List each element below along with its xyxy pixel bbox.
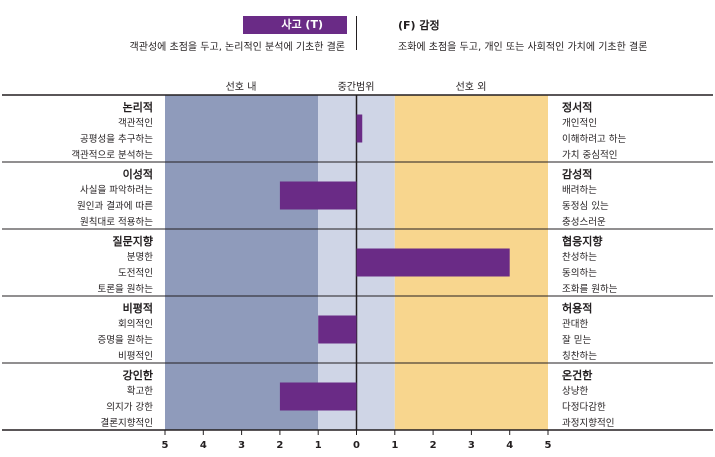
tick-label: 4 bbox=[506, 440, 513, 451]
left-trait-item: 확고한 bbox=[126, 386, 153, 397]
left-trait-item: 원인과 결과에 따른 bbox=[77, 201, 153, 212]
right-trait-title: 협응지향 bbox=[562, 235, 603, 248]
tick-label: 0 bbox=[353, 440, 360, 451]
band-label-out: 선호 외 bbox=[455, 82, 487, 93]
right-trait-item: 배려하는 bbox=[562, 185, 597, 196]
bar-3 bbox=[356, 248, 510, 277]
right-trait-item: 찬성하는 bbox=[562, 252, 597, 263]
left-trait-item: 원칙대로 적용하는 bbox=[80, 217, 153, 228]
tick-label: 5 bbox=[545, 440, 552, 451]
right-trait-item: 과정지향적인 bbox=[562, 418, 615, 429]
right-trait-item: 조화를 원하는 bbox=[562, 284, 618, 295]
tick-label: 5 bbox=[162, 440, 169, 451]
right-trait-item: 관대한 bbox=[562, 319, 589, 330]
right-trait-item: 상냥한 bbox=[562, 386, 589, 397]
left-trait-title: 이성적 bbox=[122, 168, 153, 181]
left-trait-item: 토론을 원하는 bbox=[97, 284, 153, 295]
right-trait-item: 동의하는 bbox=[562, 268, 597, 279]
band-label-in: 선호 내 bbox=[225, 82, 257, 93]
left-trait-item: 비평적인 bbox=[118, 351, 153, 362]
right-trait-item: 칭찬하는 bbox=[562, 351, 597, 362]
left-trait-title: 비평적 bbox=[122, 302, 153, 315]
right-trait-item: 잘 믿는 bbox=[562, 335, 592, 346]
right-trait-item: 가치 중심적인 bbox=[562, 150, 618, 161]
left-trait-item: 공평성을 추구하는 bbox=[80, 134, 153, 145]
feeling-description: 조화에 초점을 두고, 개인 또는 사회적인 가치에 기초한 결론 bbox=[398, 42, 648, 53]
bar-2 bbox=[279, 181, 357, 210]
left-trait-item: 객관적인 bbox=[118, 118, 153, 129]
left-trait-title: 논리적 bbox=[122, 101, 153, 114]
left-trait-item: 결론지향적인 bbox=[100, 418, 153, 429]
header-divider bbox=[356, 16, 357, 50]
tick-label: 2 bbox=[430, 440, 437, 451]
right-trait-item: 다정다감한 bbox=[562, 402, 606, 413]
right-trait-title: 허용적 bbox=[562, 302, 593, 315]
left-trait-item: 증명을 원하는 bbox=[97, 335, 153, 346]
bar-5 bbox=[279, 382, 357, 411]
left-trait-item: 객관적으로 분석하는 bbox=[71, 150, 153, 161]
tick-label: 1 bbox=[391, 440, 398, 451]
left-trait-item: 회의적인 bbox=[118, 319, 153, 330]
tick-label: 3 bbox=[468, 440, 475, 451]
tick-label: 2 bbox=[276, 440, 283, 451]
thinking-badge: 사고 (T) bbox=[243, 16, 347, 34]
band-label-mid: 중간범위 bbox=[337, 82, 375, 93]
tick-label: 1 bbox=[315, 440, 322, 451]
left-trait-item: 사실을 파악하려는 bbox=[80, 185, 153, 196]
thinking-description: 객관성에 초점을 두고, 논리적인 분석에 기초한 결론 bbox=[129, 42, 345, 53]
left-trait-item: 의지가 강한 bbox=[106, 402, 153, 413]
left-trait-item: 분명한 bbox=[126, 252, 153, 263]
right-trait-title: 온건한 bbox=[562, 369, 593, 382]
right-trait-item: 이해하려고 하는 bbox=[562, 134, 627, 145]
left-trait-item: 도전적인 bbox=[118, 268, 153, 279]
right-trait-item: 충성스러운 bbox=[562, 217, 606, 228]
right-trait-item: 개인적인 bbox=[562, 118, 597, 129]
bar-4 bbox=[318, 315, 357, 344]
tick-label: 4 bbox=[200, 440, 207, 451]
right-trait-title: 정서적 bbox=[562, 101, 593, 114]
right-trait-title: 감성적 bbox=[562, 168, 593, 181]
band-in-preference bbox=[165, 95, 319, 430]
bar-1 bbox=[356, 114, 363, 143]
right-trait-item: 동정심 있는 bbox=[562, 201, 609, 212]
feeling-title: (F) 감정 bbox=[398, 19, 440, 32]
tick-label: 3 bbox=[238, 440, 245, 451]
left-trait-title: 질문지향 bbox=[112, 235, 153, 248]
left-trait-title: 강인한 bbox=[122, 369, 153, 382]
